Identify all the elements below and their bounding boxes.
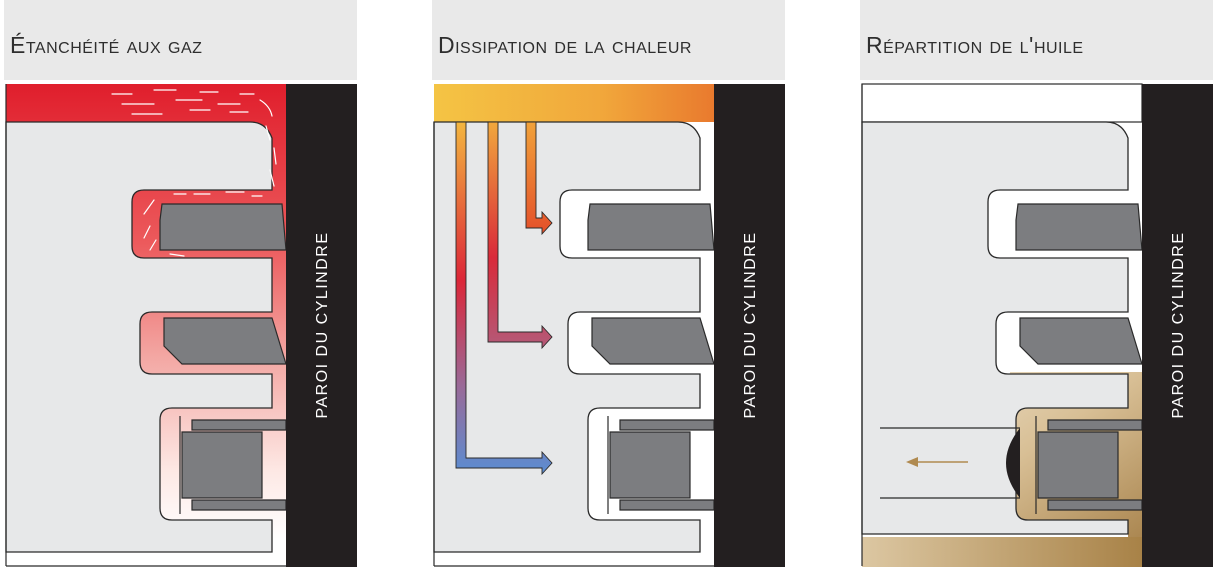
oil-ring-bottom-rail <box>191 499 287 511</box>
panel-heat-dissipation: Dissipation de la chaleur PAROI DU CYLIN… <box>432 0 785 567</box>
heat-top-band <box>434 84 714 122</box>
wall-label: PAROI DU CYLINDRE <box>1170 231 1187 418</box>
top-ring <box>1015 203 1143 251</box>
oil-ring-body <box>609 431 691 499</box>
oil-ring-bottom-rail <box>619 499 715 511</box>
oil-bottom-band <box>862 537 1142 567</box>
oil-drain-hole <box>1006 428 1020 498</box>
wall-label: PAROI DU CYLINDRE <box>742 231 759 418</box>
panel-title: Dissipation de la chaleur <box>438 32 692 58</box>
panel-title: Répartition de l'huile <box>866 32 1084 58</box>
oil-ring-top-rail <box>619 419 715 431</box>
top-ring <box>587 203 715 251</box>
panel-oil-distribution: Répartition de l'huile PAROI DU CYLINDRE <box>860 0 1213 567</box>
heat-arrow-oil-ring <box>455 121 553 476</box>
title-bar: Étanchéité aux gaz <box>4 0 357 80</box>
oil-ring-top-rail <box>191 419 287 431</box>
wall-label: PAROI DU CYLINDRE <box>314 231 331 418</box>
panel-title: Étanchéité aux gaz <box>10 32 203 58</box>
piston-body <box>433 121 701 553</box>
heat-dissipation-diagram: PAROI DU CYLINDRE <box>433 84 785 567</box>
piston-body <box>5 121 273 553</box>
cylinder-wall <box>286 84 357 567</box>
cylinder-wall <box>714 84 785 567</box>
heat-arrow-second-ring <box>487 121 553 350</box>
heat-arrow-top-ring <box>525 121 553 236</box>
gas-streaks <box>111 89 277 257</box>
title-bar: Répartition de l'huile <box>860 0 1213 80</box>
title-bar: Dissipation de la chaleur <box>432 0 785 80</box>
oil-ring-body <box>1037 431 1119 499</box>
second-ring <box>591 317 715 365</box>
oil-return-arrow <box>906 457 968 467</box>
second-ring <box>1019 317 1143 365</box>
second-ring <box>163 317 287 365</box>
oil-ring-bottom-rail <box>1047 499 1143 511</box>
gas-sealing-diagram: PAROI DU CYLINDRE <box>5 84 357 567</box>
cylinder-wall <box>1142 84 1213 567</box>
top-ring <box>159 203 287 251</box>
oil-ring-top-rail <box>1047 419 1143 431</box>
oil-distribution-diagram: PAROI DU CYLINDRE <box>861 83 1213 567</box>
panel-gas-sealing: Étanchéité aux gaz PAROI DU CYLINDRE <box>4 0 357 567</box>
oil-ring-body <box>181 431 263 499</box>
